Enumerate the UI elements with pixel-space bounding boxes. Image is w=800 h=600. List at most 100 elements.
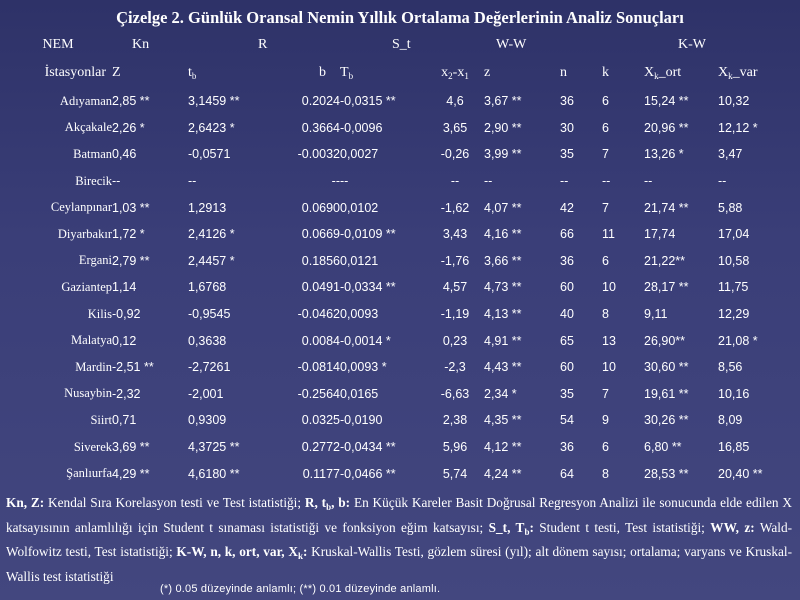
station-name: Siirt (90, 412, 112, 427)
table-row: Kilis -0,92 -0,9545 -0.0462 0,0093 -1,19 4,13 … (4, 301, 792, 328)
cell-Tb: -0,0096 (340, 120, 383, 135)
col-x-diff: x2-x1 (441, 65, 469, 81)
cell-n: 35 (560, 147, 574, 162)
station-name: Siverek (73, 439, 112, 454)
cell-z: -0,92 (112, 307, 141, 322)
header-group-row: NEM Kn R S_t W-W K-W (4, 32, 792, 58)
cell-x-diff: 3,43 (442, 227, 468, 242)
header-kn: Kn (132, 37, 150, 52)
table-row: Diyarbakır 1,72 * 2,4126 * 0.0669 -0,0109 **… (4, 221, 792, 248)
cell-k: 6 (602, 94, 609, 109)
cell-z: -2,51 ** (112, 360, 154, 375)
cell-b: 0.0084 (301, 333, 340, 348)
cell-ort: 17,74 (644, 227, 676, 242)
station-name: Diyarbakır (57, 226, 112, 241)
cell-Tb: 0,0165 (340, 386, 379, 401)
cell-n: 65 (560, 333, 574, 348)
col-k: k (602, 65, 610, 80)
cell-x-diff: 2,38 (442, 413, 468, 428)
cell-b: 0.0690 (301, 200, 340, 215)
col-var: Xk_var (718, 65, 758, 81)
cell-var: 16,85 (718, 440, 750, 455)
header-kw: K-W (678, 37, 707, 52)
cell-ort: 20,96 ** (644, 120, 689, 135)
station-name: Ceylanpınar (50, 200, 112, 215)
cell-ww-z: 3,99 ** (484, 147, 522, 162)
cell-x-diff: 4,6 (446, 94, 464, 109)
cell-z: 1,14 (112, 280, 137, 295)
cell-b: 0.3664 (301, 120, 340, 135)
cell-x-diff: -6,63 (440, 386, 470, 401)
cell-Tb: -- (340, 174, 349, 189)
cell-ww-z: 4,43 ** (484, 360, 522, 375)
cell-k: 10 (602, 360, 616, 375)
cell-z: 2,79 ** (112, 253, 150, 268)
cell-var: 12,12 * (718, 120, 758, 135)
station-name: Kilis (87, 306, 112, 321)
cell-Tb: 0,0027 (340, 147, 379, 162)
cell-ort: 21,74 ** (644, 200, 689, 215)
cell-ww-z: 3,66 ** (484, 253, 522, 268)
legend-kw-text: Kruskal-Wallis Testi, gözlem süresi (yıl… (6, 544, 792, 584)
cell-z: 4,29 ** (112, 466, 150, 481)
cell-tb: -0,9545 (188, 307, 231, 322)
cell-x-diff: 3,65 (442, 120, 468, 135)
cell-x-diff: -1,76 (440, 253, 470, 268)
cell-k: 6 (602, 440, 609, 455)
cell-var: 10,32 (718, 94, 750, 109)
cell-ort: 19,61 ** (644, 386, 689, 401)
table-row: Akçakale 2,26 * 2,6423 * 0.3664 -0,0096 3,65 2… (4, 115, 792, 142)
cell-b: 0.1177 (302, 466, 340, 481)
header-nem: NEM (42, 37, 74, 52)
cell-ort: 9,11 (644, 307, 668, 322)
cell-tb: 2,6423 * (188, 120, 235, 135)
header-column-row: İstasyonlar Z tb b Tb x2-x1 z n k Xk_ort… (4, 58, 792, 88)
cell-n: 42 (560, 200, 574, 215)
col-ort: Xk_ort (644, 65, 682, 81)
cell-k: 13 (602, 333, 616, 348)
station-name: Batman (73, 146, 112, 161)
cell-var: 12,29 (718, 307, 750, 322)
table-row: Gaziantep 1,14 1,6768 0.0491 -0,0334 ** 4,57 4… (4, 274, 792, 301)
cell-z: 0,71 (112, 413, 137, 428)
cell-b: 0.0491 (301, 280, 340, 295)
cell-n: 40 (560, 307, 574, 322)
cell-var: 8,56 (718, 360, 743, 375)
cell-tb: 4,3725 ** (188, 440, 240, 455)
cell-ort: 15,24 ** (644, 94, 689, 109)
col-n: n (560, 65, 567, 80)
cell-var: 3,47 (718, 147, 743, 162)
cell-var: 5,88 (718, 200, 743, 215)
legend-ww-label: WW, z: (710, 519, 755, 535)
table-row: Malatya 0,12 0,3638 0.0084 -0,0014 * 0,23 4,91… (4, 327, 792, 354)
cell-z: 1,72 * (112, 227, 145, 242)
cell-n: 30 (560, 120, 574, 135)
cell-Tb: -0,0334 ** (340, 280, 396, 295)
cell-k: 9 (602, 413, 609, 428)
cell-var: 8,09 (718, 413, 743, 428)
cell-k: 8 (602, 307, 609, 322)
cell-var: 11,75 (718, 280, 749, 295)
cell-Tb: -0,0014 * (340, 333, 391, 348)
station-name: Birecik (75, 173, 112, 188)
cell-ww-z: 3,67 ** (484, 94, 522, 109)
cell-z: 1,03 ** (112, 200, 150, 215)
station-name: Malatya (71, 333, 112, 348)
table-title: Çizelge 2. Günlük Oransal Nemin Yıllık O… (116, 8, 684, 27)
cell-tb: 1,6768 (188, 280, 227, 295)
col-b: b (319, 65, 326, 80)
cell-n: 36 (560, 440, 574, 455)
cell-ww-z: 4,35 ** (484, 413, 522, 428)
cell-tb: -- (188, 174, 197, 189)
cell-b: -0.0032 (297, 147, 340, 162)
cell-ww-z: 4,73 ** (484, 280, 522, 295)
cell-ort: 28,53 ** (644, 466, 689, 481)
col-z: Z (112, 65, 121, 80)
cell-x-diff: 4,57 (442, 280, 468, 295)
cell-Tb: 0,0102 (340, 200, 379, 215)
station-name: Nusaybin (64, 386, 112, 401)
cell-b: -0.0814 (297, 360, 340, 375)
cell-k: 7 (602, 200, 609, 215)
cell-x-diff: -2,3 (444, 360, 466, 375)
legend-kw-label: K-W, n, k, ort, var, Xk: (176, 544, 308, 562)
